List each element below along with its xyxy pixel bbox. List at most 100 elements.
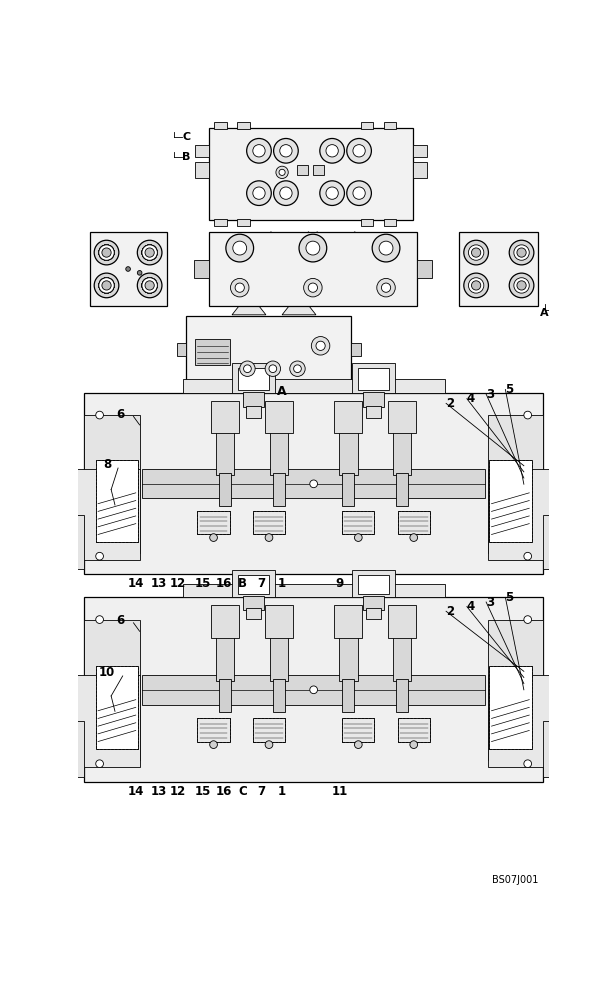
Circle shape xyxy=(471,248,481,257)
Text: 7: 7 xyxy=(257,785,266,798)
Circle shape xyxy=(99,245,114,260)
Circle shape xyxy=(102,248,111,257)
Circle shape xyxy=(347,181,371,205)
Text: 6: 6 xyxy=(116,614,124,627)
Text: 2: 2 xyxy=(446,397,454,410)
Circle shape xyxy=(95,760,103,768)
Circle shape xyxy=(210,534,217,541)
Circle shape xyxy=(524,411,532,419)
Bar xyxy=(393,430,411,475)
Bar xyxy=(358,575,389,594)
Bar xyxy=(488,415,543,553)
Circle shape xyxy=(354,534,362,541)
Circle shape xyxy=(145,248,154,257)
Circle shape xyxy=(99,278,114,293)
Bar xyxy=(363,392,384,407)
Bar xyxy=(193,260,209,278)
Bar xyxy=(232,363,275,393)
Circle shape xyxy=(509,240,534,265)
Circle shape xyxy=(253,187,265,199)
Text: 5: 5 xyxy=(505,591,513,604)
Bar xyxy=(384,219,396,226)
Bar xyxy=(198,718,230,742)
Circle shape xyxy=(99,278,114,293)
Circle shape xyxy=(353,187,365,199)
Circle shape xyxy=(210,741,217,748)
Bar xyxy=(488,620,543,760)
Text: A: A xyxy=(540,308,549,318)
Bar xyxy=(489,666,532,749)
Bar xyxy=(95,666,138,749)
Bar xyxy=(253,718,285,742)
Bar xyxy=(339,430,357,475)
Circle shape xyxy=(377,278,395,297)
Bar xyxy=(398,718,430,742)
Circle shape xyxy=(99,278,114,293)
Bar xyxy=(389,605,416,638)
Bar xyxy=(273,679,285,712)
Circle shape xyxy=(289,361,305,376)
Bar xyxy=(342,511,375,534)
Bar xyxy=(334,401,362,433)
Text: A: A xyxy=(277,385,287,398)
Bar xyxy=(270,634,288,681)
Circle shape xyxy=(99,245,114,260)
Text: B: B xyxy=(182,152,191,162)
Text: 4: 4 xyxy=(466,600,475,613)
Bar xyxy=(543,721,557,777)
Text: 6: 6 xyxy=(116,408,124,421)
Bar xyxy=(209,232,417,306)
Bar xyxy=(351,343,360,356)
Bar xyxy=(219,679,231,712)
Bar xyxy=(214,219,226,226)
Bar xyxy=(334,605,362,638)
Bar xyxy=(195,145,209,157)
Circle shape xyxy=(308,283,318,292)
Circle shape xyxy=(372,234,400,262)
Bar xyxy=(363,596,384,610)
Text: 12: 12 xyxy=(170,577,186,590)
Bar xyxy=(209,128,413,220)
Text: 11: 11 xyxy=(332,785,348,798)
Bar xyxy=(297,165,308,175)
Bar xyxy=(198,718,230,742)
Circle shape xyxy=(304,278,322,297)
Circle shape xyxy=(99,245,114,260)
Circle shape xyxy=(468,278,484,293)
Text: 3: 3 xyxy=(486,596,494,609)
Bar xyxy=(488,469,553,560)
Bar xyxy=(243,392,264,407)
Text: 7: 7 xyxy=(257,577,266,590)
Circle shape xyxy=(95,552,103,560)
Circle shape xyxy=(137,273,162,298)
Text: 14: 14 xyxy=(127,785,144,798)
Circle shape xyxy=(240,361,255,376)
Bar xyxy=(265,605,293,638)
Bar xyxy=(352,570,395,597)
Circle shape xyxy=(99,278,114,293)
Bar xyxy=(489,460,532,542)
Bar xyxy=(219,473,231,506)
Text: 16: 16 xyxy=(215,785,232,798)
Circle shape xyxy=(524,552,532,560)
Bar xyxy=(342,718,375,742)
Circle shape xyxy=(231,278,249,297)
Bar xyxy=(84,620,140,760)
Bar xyxy=(413,162,427,178)
Text: B: B xyxy=(238,577,247,590)
Bar xyxy=(216,430,234,475)
Circle shape xyxy=(142,278,157,293)
Bar xyxy=(384,122,396,129)
Circle shape xyxy=(274,181,298,205)
Bar xyxy=(270,430,288,475)
Text: 15: 15 xyxy=(195,577,211,590)
Circle shape xyxy=(471,281,481,290)
Bar xyxy=(253,511,285,534)
Text: 8: 8 xyxy=(103,458,111,471)
Circle shape xyxy=(347,138,371,163)
Circle shape xyxy=(517,248,526,257)
Circle shape xyxy=(99,245,114,260)
Text: 5: 5 xyxy=(505,383,513,396)
Text: 16: 16 xyxy=(215,577,232,590)
Bar xyxy=(95,460,138,542)
